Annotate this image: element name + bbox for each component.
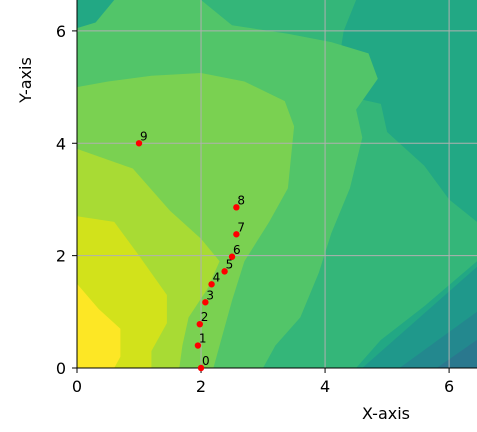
point-label: 4 bbox=[213, 270, 221, 284]
x-axis-label: X-axis bbox=[362, 404, 410, 423]
data-point bbox=[194, 342, 202, 349]
grid-lines bbox=[77, 0, 477, 368]
y-tick-label: 2 bbox=[56, 247, 66, 266]
data-point bbox=[233, 204, 240, 211]
data-point bbox=[202, 299, 209, 306]
point-label: 3 bbox=[206, 288, 214, 302]
y-tick-label: 0 bbox=[56, 359, 66, 378]
contour-background bbox=[77, 0, 477, 368]
point-label: 5 bbox=[226, 257, 234, 271]
data-points: 0 1 2 3 456 7 8 9 bbox=[135, 129, 245, 372]
point-label: 1 bbox=[199, 332, 207, 346]
y-tick-label: 6 bbox=[56, 22, 66, 41]
point-label: 9 bbox=[140, 129, 148, 143]
contour-band-2 bbox=[436, 339, 477, 368]
data-point bbox=[135, 140, 143, 147]
y-axis-label: Y-axis bbox=[16, 57, 35, 104]
data-point bbox=[228, 253, 236, 260]
x-tick-label: 4 bbox=[320, 377, 330, 396]
point-label: 8 bbox=[237, 193, 245, 207]
contour-band-8 bbox=[77, 283, 121, 368]
point-label: 2 bbox=[201, 310, 209, 324]
x-tick-label: 0 bbox=[72, 377, 82, 396]
point-label: 0 bbox=[202, 354, 210, 368]
point-label: 7 bbox=[237, 220, 245, 234]
contour-band-corner bbox=[77, 0, 115, 29]
data-point bbox=[197, 364, 205, 372]
data-point bbox=[196, 320, 203, 328]
data-point bbox=[221, 268, 228, 275]
data-point bbox=[233, 231, 240, 238]
y-tick-label: 4 bbox=[56, 134, 66, 153]
data-point bbox=[208, 281, 215, 288]
x-tick-label: 2 bbox=[196, 377, 206, 396]
point-label: 6 bbox=[233, 243, 241, 257]
x-tick-label: 6 bbox=[444, 377, 454, 396]
